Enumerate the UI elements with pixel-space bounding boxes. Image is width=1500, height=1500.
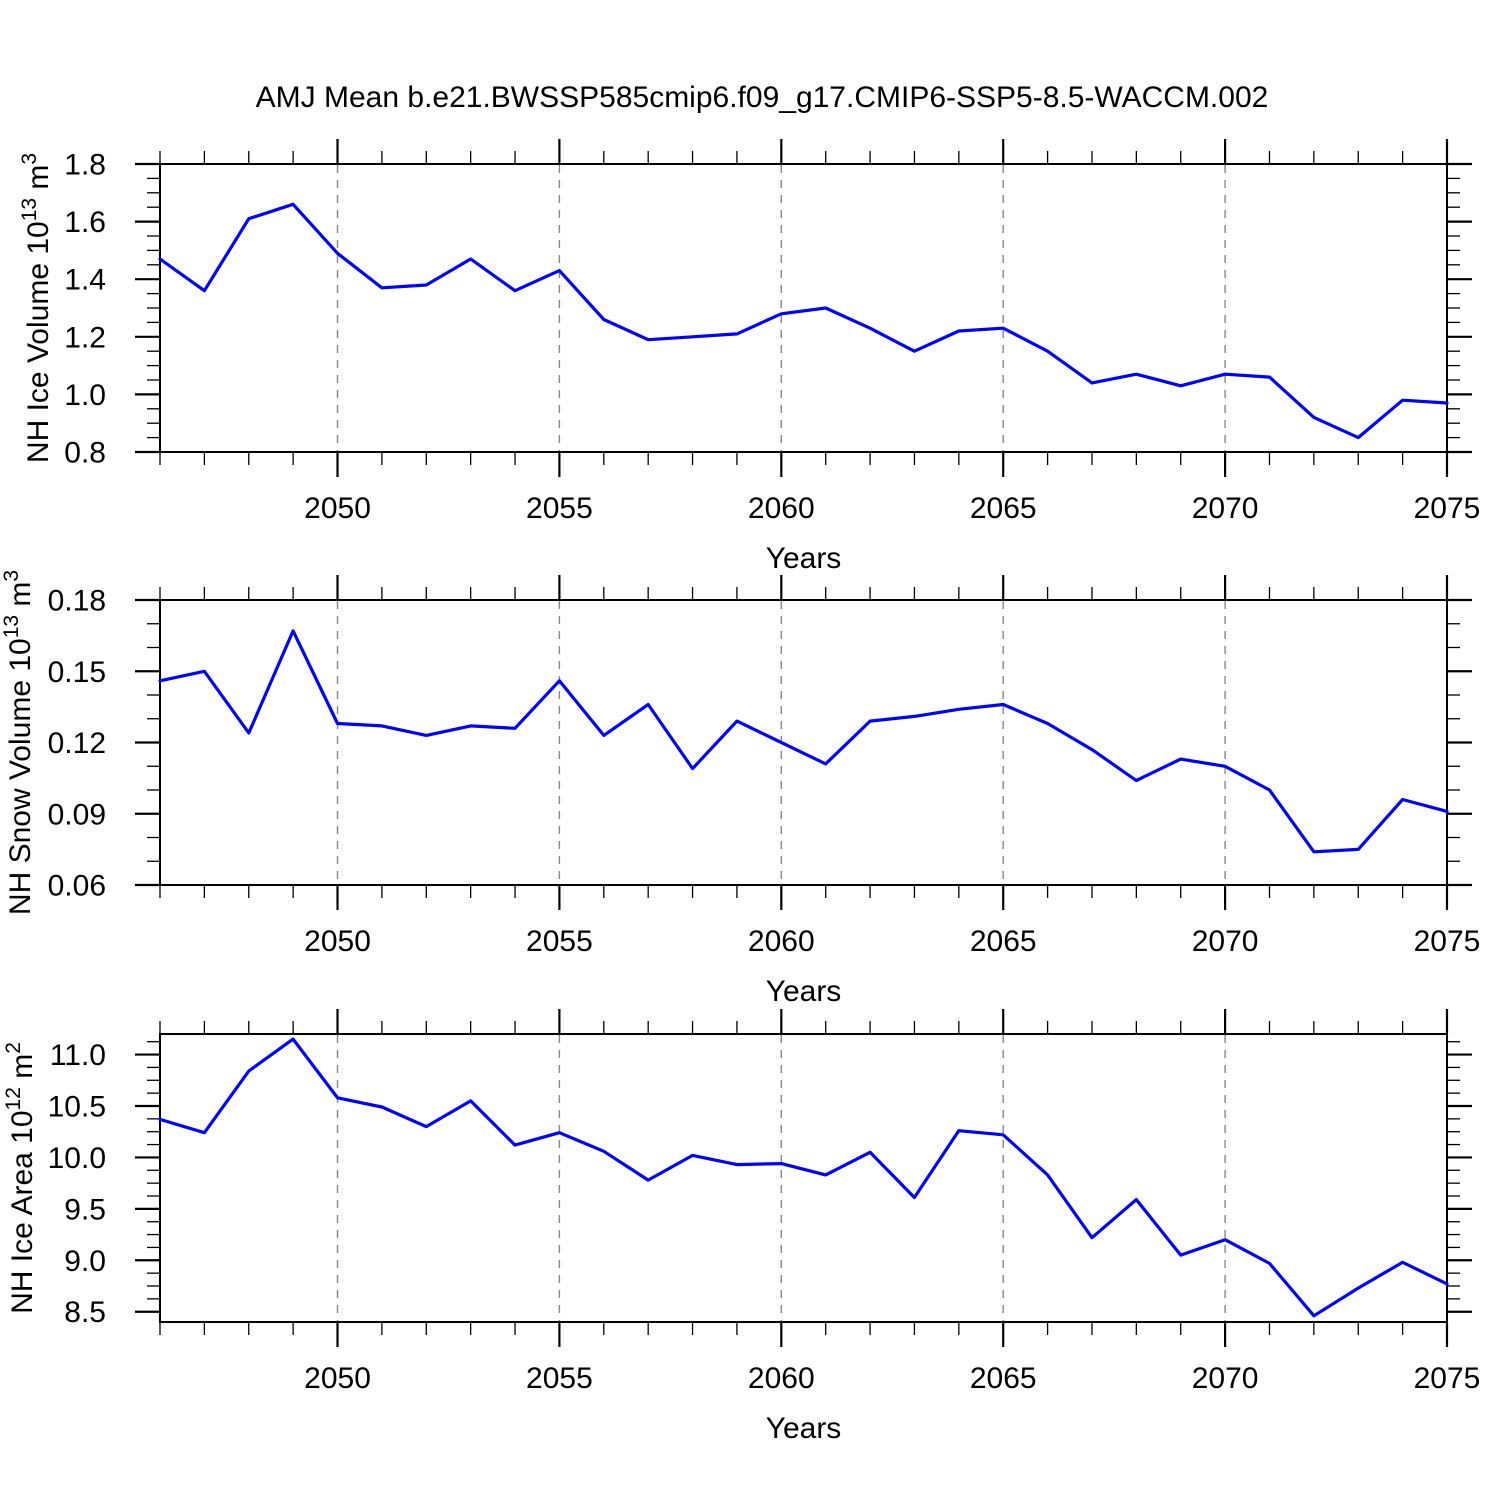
panel-2-ticks [135,575,1472,910]
svg-text:1.8: 1.8 [64,149,106,182]
panel-2-xtick-labels: 2050 2055 2060 2065 2070 2075 [304,925,1480,958]
svg-text:9.0: 9.0 [64,1245,106,1278]
svg-text:2050: 2050 [304,1362,371,1395]
svg-text:0.12: 0.12 [48,727,106,760]
svg-text:8.5: 8.5 [64,1296,106,1329]
svg-text:2075: 2075 [1414,925,1481,958]
svg-text:10.0: 10.0 [48,1142,106,1175]
panel-2: 0.18 0.15 0.12 0.09 0.06 2050 2055 2060 2065 2070… [0,570,1480,1008]
svg-text:1.4: 1.4 [64,264,106,297]
svg-text:1.6: 1.6 [64,206,106,239]
panel-3-gridlines [336,1035,1226,1321]
panel-3-xlabel: Years [766,1412,842,1445]
panel-1-ylabel: NH Ice Volume 1013 m3 [18,153,55,463]
chart-title: AMJ Mean b.e21.BWSSP585cmip6.f09_g17.CMI… [255,81,1269,114]
svg-text:0.8: 0.8 [64,437,106,470]
svg-text:0.18: 0.18 [48,585,106,618]
svg-text:2055: 2055 [526,492,593,525]
svg-text:2065: 2065 [970,925,1037,958]
svg-text:2055: 2055 [526,925,593,958]
panel-2-ytick-labels: 0.18 0.15 0.12 0.09 0.06 [48,585,106,903]
svg-text:10.5: 10.5 [48,1091,106,1124]
panel-1-plot-box [159,163,1448,453]
panel-2-series-line [158,629,1449,854]
svg-text:0.09: 0.09 [48,798,106,831]
svg-text:2050: 2050 [304,925,371,958]
svg-text:2075: 2075 [1414,1362,1481,1395]
panel-3-ytick-labels: 11.0 10.5 10.0 9.5 9.0 8.5 [48,1039,106,1329]
svg-text:2055: 2055 [526,1362,593,1395]
panel-3: 11.0 10.5 10.0 9.5 9.0 8.5 2050 2055 2060 2065 207… [2,1009,1480,1445]
panel-3-plot-box [159,1033,1448,1323]
svg-text:2070: 2070 [1192,1362,1259,1395]
svg-text:2060: 2060 [748,1362,815,1395]
panel-1-xlabel: Years [766,542,842,575]
panel-1-gridlines [336,165,1226,451]
svg-text:2070: 2070 [1192,925,1259,958]
svg-text:0.15: 0.15 [48,656,106,689]
panel-3-ylabel: NH Ice Area 1012 m2 [2,1042,39,1314]
svg-text:2070: 2070 [1192,492,1259,525]
panel-1-ticks [135,139,1472,477]
svg-text:2050: 2050 [304,492,371,525]
panel-1-ytick-labels: 1.8 1.6 1.4 1.2 1.0 0.8 [64,149,106,470]
panel-3-series-line [158,1037,1449,1318]
panel-3-xtick-labels: 2050 2055 2060 2065 2070 2075 [304,1362,1480,1395]
svg-text:2065: 2065 [970,1362,1037,1395]
svg-text:11.0: 11.0 [50,1039,106,1072]
panel-2-plot-box [159,599,1448,886]
svg-text:9.5: 9.5 [64,1193,106,1226]
panel-2-xlabel: Years [766,975,842,1008]
svg-text:1.2: 1.2 [64,321,106,354]
svg-text:1.0: 1.0 [64,379,106,412]
svg-text:0.06: 0.06 [48,870,106,903]
panel-1-series-line [158,202,1449,440]
panel-1-xtick-labels: 2050 2055 2060 2065 2070 2075 [304,492,1480,525]
svg-text:2060: 2060 [748,492,815,525]
svg-text:2065: 2065 [970,492,1037,525]
svg-text:2075: 2075 [1414,492,1481,525]
panel-3-ticks [135,1009,1472,1347]
svg-text:2060: 2060 [748,925,815,958]
panel-2-ylabel: NH Snow Volume 1013 m3 [0,570,37,915]
